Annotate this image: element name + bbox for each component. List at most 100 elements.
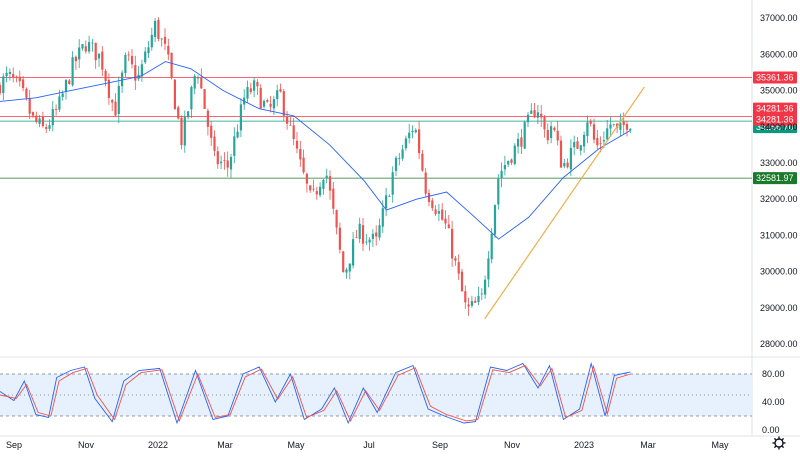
candle-body <box>256 82 259 87</box>
candle-body <box>124 54 127 74</box>
time-tick-label: Nov <box>504 440 521 450</box>
candle-body <box>18 76 21 82</box>
candle-body <box>365 241 368 243</box>
candle-body <box>388 196 391 197</box>
candle-body <box>500 170 503 179</box>
candle-body <box>361 225 365 244</box>
candle-body <box>279 89 282 92</box>
candle-body <box>64 80 68 92</box>
candle-body <box>299 148 302 160</box>
time-tick-label: 2023 <box>574 440 594 450</box>
settings-button[interactable] <box>772 436 786 450</box>
candle-body <box>144 51 147 63</box>
gear-icon[interactable] <box>774 438 784 448</box>
candle-body <box>157 19 160 39</box>
candle-body <box>154 20 157 37</box>
time-tick-label: May <box>711 440 729 450</box>
candle-body <box>606 128 609 140</box>
candle-body <box>619 122 622 130</box>
candle-body <box>342 251 345 273</box>
candle-body <box>187 111 190 118</box>
candle-body <box>543 116 546 130</box>
candle-body <box>236 131 239 138</box>
candle-body <box>622 121 625 126</box>
candle-body <box>91 42 94 44</box>
stoch-k-line[interactable] <box>0 361 631 425</box>
candle-body <box>94 42 97 61</box>
ascending-trendline[interactable] <box>484 86 645 320</box>
candle-body <box>8 71 11 74</box>
candle-body <box>121 72 124 87</box>
level-price-tag <box>753 102 797 115</box>
candle-body <box>84 46 87 52</box>
candle-body <box>134 65 137 81</box>
level-price-label: 34281.36 <box>756 115 794 125</box>
candle-body <box>226 160 229 168</box>
candle-body <box>536 112 539 118</box>
moving-average-line[interactable] <box>0 61 631 240</box>
candle-body <box>513 145 516 165</box>
candle-body <box>599 143 602 145</box>
candle-body <box>460 271 464 292</box>
candle-body <box>223 160 226 161</box>
candle-body <box>25 88 28 98</box>
candle-body <box>523 122 526 149</box>
time-tick-label: Mar <box>217 440 233 450</box>
candle-body <box>31 112 35 116</box>
candle-body <box>358 223 361 239</box>
candle-body <box>45 127 48 129</box>
candle-body <box>418 129 421 154</box>
candle-body <box>553 127 556 131</box>
candle-body <box>12 73 15 78</box>
candle-body <box>385 195 388 209</box>
candle-body <box>589 120 592 124</box>
level-price-label: 35361.36 <box>756 72 794 82</box>
candle-body <box>28 98 31 114</box>
candle-body <box>15 76 18 78</box>
candle-body <box>220 161 223 164</box>
candle-body <box>309 185 312 191</box>
candle-body <box>170 52 173 79</box>
candle-body <box>173 79 176 110</box>
candle-body <box>305 173 308 184</box>
candle-body <box>229 156 233 170</box>
candle-body <box>470 301 473 306</box>
candle-body <box>408 132 411 139</box>
candle-body <box>233 136 236 156</box>
candle-body <box>520 137 523 147</box>
candle-body <box>0 85 2 94</box>
candle-body <box>81 44 84 49</box>
candle-body <box>206 110 209 127</box>
time-tick-label: Nov <box>78 440 95 450</box>
candle-body <box>289 124 292 126</box>
stoch-d-line[interactable] <box>0 364 631 423</box>
candle-body <box>404 138 407 149</box>
time-tick-label: 2022 <box>148 440 168 450</box>
candle-body <box>276 90 279 100</box>
candle-body <box>437 211 440 214</box>
price-tick-label: 33000.00 <box>760 158 798 168</box>
candle-body <box>22 79 25 89</box>
candle-body <box>484 279 487 295</box>
candle-body <box>41 116 44 127</box>
candle-body <box>579 145 582 151</box>
candle-body <box>68 80 71 85</box>
candle-body <box>566 162 569 168</box>
candle-body <box>180 117 183 146</box>
candle-body <box>490 233 493 260</box>
candle-body <box>104 70 107 82</box>
price-tick-label: 29000.00 <box>760 303 798 313</box>
candle-body <box>550 126 553 139</box>
candle-body <box>193 75 196 89</box>
candle-body <box>61 93 64 98</box>
candle-body <box>332 188 335 209</box>
candle-body <box>444 218 447 224</box>
candle-body <box>368 239 371 243</box>
candle-body <box>569 147 572 170</box>
candle-body <box>167 45 170 55</box>
candle-body <box>375 232 378 237</box>
price-tick-label: 28000.00 <box>760 339 798 349</box>
candle-body <box>447 224 450 229</box>
